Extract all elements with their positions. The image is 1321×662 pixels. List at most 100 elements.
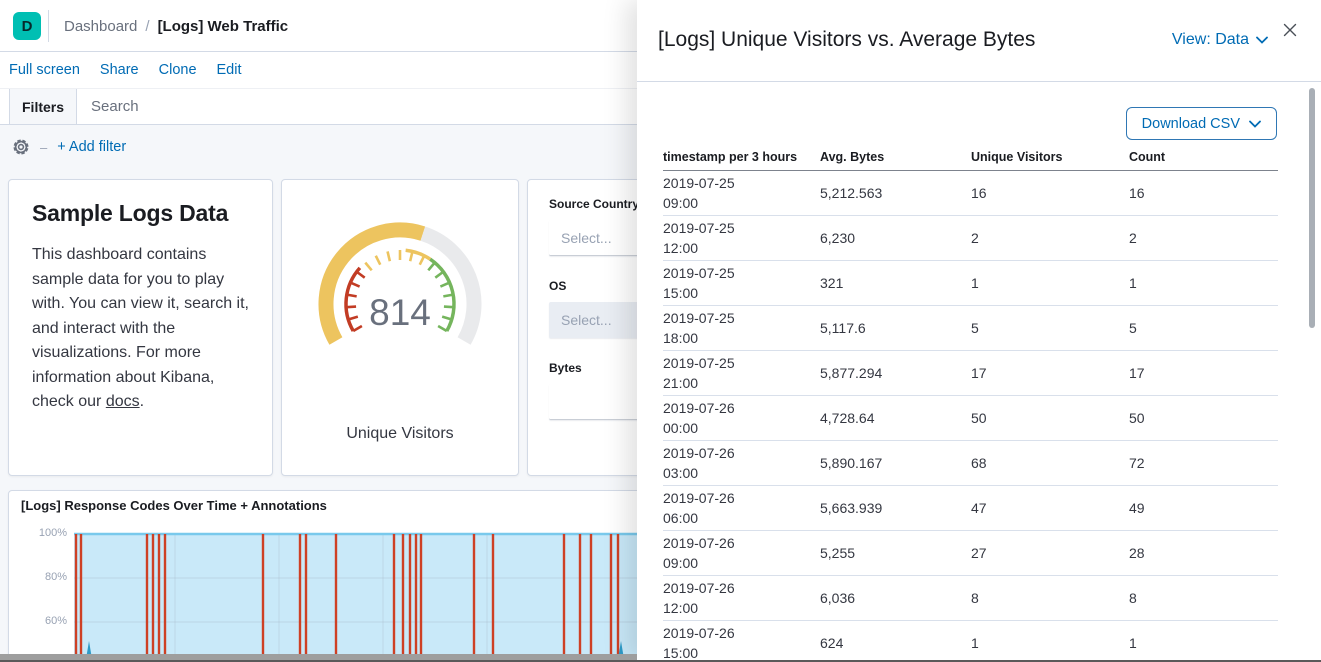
- cell-unique-visitors: 50: [971, 410, 987, 426]
- app-header: D Dashboard / [Logs] Web Traffic: [0, 0, 660, 52]
- filters-tab[interactable]: Filters: [9, 89, 78, 124]
- cell-avg-bytes: 5,117.6: [820, 320, 866, 336]
- gauge-value: 814: [369, 292, 431, 333]
- cell-avg-bytes: 5,663.939: [820, 500, 883, 516]
- close-icon[interactable]: [1281, 21, 1299, 39]
- table-row: 2019-07-26 15:00 624 1 1: [663, 621, 1278, 662]
- bytes-label: Bytes: [549, 361, 582, 375]
- header-divider: [48, 10, 49, 42]
- cell-count: 8: [1129, 590, 1137, 606]
- sample-logs-text: This dashboard contains sample data for …: [32, 243, 249, 415]
- ytick-60: 60%: [44, 615, 67, 627]
- table-row: 2019-07-26 09:00 5,255 27 28: [663, 531, 1278, 576]
- cell-avg-bytes: 5,212.563: [820, 185, 883, 201]
- ytick-80: 80%: [44, 571, 67, 583]
- table-header-row: timestamp per 3 hours Avg. Bytes Unique …: [663, 150, 1278, 171]
- window-bottom-edge: [0, 660, 1321, 662]
- breadcrumb: Dashboard / [Logs] Web Traffic: [64, 0, 288, 52]
- cell-timestamp: 2019-07-26 03:00: [663, 445, 735, 481]
- cell-count: 49: [1129, 500, 1145, 516]
- table-row: 2019-07-25 18:00 5,117.6 5 5: [663, 306, 1278, 351]
- source-country-label: Source Country: [549, 197, 640, 211]
- cell-unique-visitors: 16: [971, 185, 987, 201]
- cell-avg-bytes: 5,890.167: [820, 455, 883, 471]
- cell-timestamp: 2019-07-26 00:00: [663, 400, 735, 436]
- cell-unique-visitors: 1: [971, 635, 979, 651]
- table-row: 2019-07-25 15:00 321 1 1: [663, 261, 1278, 306]
- cell-unique-visitors: 2: [971, 230, 979, 246]
- cell-unique-visitors: 8: [971, 590, 979, 606]
- column-header-unique-visitors: Unique Visitors: [971, 150, 1063, 164]
- table-row: 2019-07-26 06:00 5,663.939 47 49: [663, 486, 1278, 531]
- add-filter-button[interactable]: + Add filter: [57, 139, 127, 155]
- cell-timestamp: 2019-07-26 06:00: [663, 490, 735, 526]
- panel-response-codes: [Logs] Response Codes Over Time + Annota…: [8, 490, 660, 662]
- view-selector[interactable]: View: Data: [1172, 31, 1268, 49]
- docs-link[interactable]: docs: [105, 393, 140, 410]
- table-row: 2019-07-25 09:00 5,212.563 16 16: [663, 171, 1278, 216]
- os-label: OS: [549, 279, 567, 293]
- filter-separator: –: [40, 139, 48, 155]
- ytick-100: 100%: [38, 527, 67, 539]
- cell-avg-bytes: 6,230: [820, 230, 856, 246]
- cell-timestamp: 2019-07-25 18:00: [663, 310, 735, 346]
- cell-count: 1: [1129, 635, 1137, 651]
- cell-count: 16: [1129, 185, 1145, 201]
- cell-count: 50: [1129, 410, 1145, 426]
- response-codes-chart: [74, 532, 660, 662]
- cell-count: 72: [1129, 455, 1145, 471]
- flyout-header: [Logs] Unique Visitors vs. Average Bytes…: [637, 0, 1321, 82]
- dashboard-toolbar: Full screen Share Clone Edit: [0, 52, 660, 88]
- flyout-body: Download CSV timestamp per 3 hours Avg. …: [637, 82, 1321, 662]
- app-logo[interactable]: D: [13, 12, 41, 40]
- cell-unique-visitors: 5: [971, 320, 979, 336]
- cell-timestamp: 2019-07-25 12:00: [663, 220, 735, 256]
- sample-logs-text-end: .: [139, 393, 145, 410]
- response-codes-title: [Logs] Response Codes Over Time + Annota…: [21, 498, 327, 513]
- clone-button[interactable]: Clone: [158, 62, 197, 78]
- cell-count: 5: [1129, 320, 1137, 336]
- panel-unique-visitors-gauge: 814 Unique Visitors: [281, 179, 519, 476]
- flyout-table-body: 2019-07-25 09:00 5,212.563 16 16 2019-07-25 12…: [663, 171, 1278, 662]
- column-header-timestamp: timestamp per 3 hours: [663, 150, 798, 164]
- column-header-count: Count: [1129, 150, 1166, 164]
- cell-unique-visitors: 17: [971, 365, 987, 381]
- cell-avg-bytes: 4,728.64: [820, 410, 875, 426]
- cell-timestamp: 2019-07-25 15:00: [663, 265, 735, 301]
- gauge-label: Unique Visitors: [346, 425, 454, 442]
- edit-button[interactable]: Edit: [216, 62, 242, 78]
- cell-avg-bytes: 624: [820, 635, 844, 651]
- table-row: 2019-07-26 12:00 6,036 8 8: [663, 576, 1278, 621]
- query-bar: Filters Search: [0, 88, 660, 125]
- inspector-flyout: [Logs] Unique Visitors vs. Average Bytes…: [637, 0, 1321, 662]
- share-button[interactable]: Share: [99, 62, 139, 78]
- search-input[interactable]: Search: [91, 98, 139, 115]
- cell-timestamp: 2019-07-26 12:00: [663, 580, 735, 616]
- cell-count: 28: [1129, 545, 1145, 561]
- cell-avg-bytes: 5,255: [820, 545, 856, 561]
- table-row: 2019-07-25 21:00 5,877.294 17 17: [663, 351, 1278, 396]
- cell-timestamp: 2019-07-26 09:00: [663, 535, 735, 571]
- breadcrumb-separator: /: [145, 17, 150, 35]
- cell-unique-visitors: 68: [971, 455, 987, 471]
- gear-icon[interactable]: [12, 138, 30, 156]
- flyout-scrollbar[interactable]: [1309, 88, 1315, 328]
- cell-unique-visitors: 1: [971, 275, 979, 291]
- table-row: 2019-07-26 00:00 4,728.64 50 50: [663, 396, 1278, 441]
- flyout-title: [Logs] Unique Visitors vs. Average Bytes: [658, 28, 1036, 51]
- cell-count: 1: [1129, 275, 1137, 291]
- cell-unique-visitors: 47: [971, 500, 987, 516]
- cell-unique-visitors: 27: [971, 545, 987, 561]
- dashboard-area: D Dashboard / [Logs] Web Traffic Full sc…: [0, 0, 660, 662]
- column-header-avg-bytes: Avg. Bytes: [820, 150, 885, 164]
- horizontal-scrollbar[interactable]: [0, 654, 637, 662]
- cell-timestamp: 2019-07-26 15:00: [663, 625, 735, 661]
- cell-timestamp: 2019-07-25 09:00: [663, 175, 735, 211]
- sample-logs-text-start: This dashboard contains sample data for …: [32, 246, 249, 410]
- download-csv-button[interactable]: Download CSV: [1125, 107, 1277, 140]
- data-table: timestamp per 3 hours Avg. Bytes Unique …: [663, 150, 1278, 662]
- filter-row: – + Add filter: [0, 125, 660, 169]
- full-screen-button[interactable]: Full screen: [9, 62, 80, 78]
- breadcrumb-dashboard[interactable]: Dashboard: [64, 17, 138, 35]
